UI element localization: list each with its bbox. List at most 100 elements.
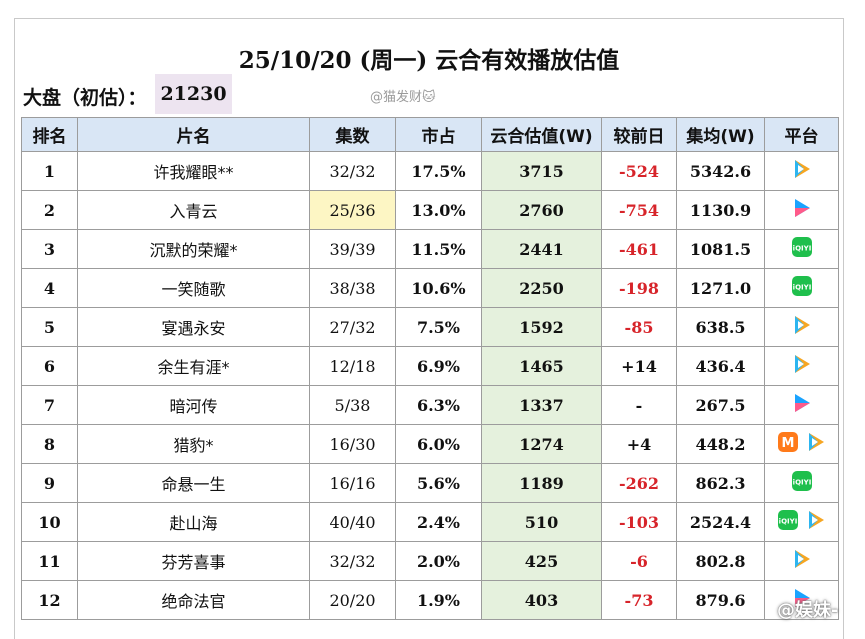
cell-title: 绝命法官 (77, 580, 310, 620)
youku-icon (791, 392, 813, 414)
cell-episodes: 5/38 (309, 385, 396, 425)
cell-platform (764, 541, 839, 581)
mango-tv-icon: M (777, 431, 799, 453)
cell-estimate: 403 (481, 580, 602, 620)
watermark: @猫发财🐱 (370, 90, 436, 105)
cell-change: -461 (601, 229, 677, 269)
column-header-estimate: 云合估值(W) (481, 117, 602, 152)
cell-change: -754 (601, 190, 677, 230)
column-header-name: 片名 (77, 117, 310, 152)
svg-text:iQIYI: iQIYI (792, 479, 811, 487)
cell-share: 2.0% (395, 541, 482, 581)
weibo-watermark: @娱妹- (777, 600, 839, 621)
iqiyi-icon: iQIYI (777, 509, 799, 531)
column-header-share: 市占 (395, 117, 482, 152)
cell-episodes: 25/36 (309, 190, 396, 230)
svg-text:iQIYI: iQIYI (792, 245, 811, 253)
cell-change: -103 (601, 502, 677, 542)
cell-platform (764, 190, 839, 230)
cell-change: -73 (601, 580, 677, 620)
ratings-table: 排名 片名 集数 市占 云合估值(W) 较前日 集均(W) 平台 1 许我耀眼**… (21, 117, 839, 620)
cell-episodes: 16/16 (309, 463, 396, 503)
cell-change: +14 (601, 346, 677, 386)
cell-title: 一笑随歌 (77, 268, 310, 308)
table-row: 2 入青云 25/36 13.0% 2760 -754 1130.9 (21, 190, 839, 230)
svg-text:iQIYI: iQIYI (778, 518, 797, 526)
cell-share: 6.9% (395, 346, 482, 386)
cell-change: -524 (601, 151, 677, 191)
cell-rank: 8 (21, 424, 78, 464)
cell-estimate: 1465 (481, 346, 602, 386)
cell-change: +4 (601, 424, 677, 464)
column-header-change: 较前日 (601, 117, 677, 152)
cell-estimate: 3715 (481, 151, 602, 191)
cell-platform (764, 580, 839, 620)
table-row: 11 芬芳喜事 32/32 2.0% 425 -6 802.8 (21, 541, 839, 581)
cell-estimate: 1592 (481, 307, 602, 347)
cell-title: 暗河传 (77, 385, 310, 425)
svg-text:M: M (781, 436, 794, 451)
cell-estimate: 1274 (481, 424, 602, 464)
cell-title: 宴遇永安 (77, 307, 310, 347)
cell-title: 沉默的荣耀* (77, 229, 310, 269)
tencent-video-icon (791, 548, 813, 570)
cell-estimate: 2441 (481, 229, 602, 269)
cell-change: -6 (601, 541, 677, 581)
cell-estimate: 2250 (481, 268, 602, 308)
cell-average: 638.5 (676, 307, 765, 347)
cell-episodes: 12/18 (309, 346, 396, 386)
cell-platform (764, 346, 839, 386)
cell-rank: 12 (21, 580, 78, 620)
cell-platform (764, 307, 839, 347)
table-row: 6 余生有涯* 12/18 6.9% 1465 +14 436.4 (21, 346, 839, 386)
table-row: 7 暗河传 5/38 6.3% 1337-267.5 (21, 385, 839, 425)
cell-episodes: 38/38 (309, 268, 396, 308)
cell-estimate: 1189 (481, 463, 602, 503)
cell-share: 6.3% (395, 385, 482, 425)
cell-episodes: 32/32 (309, 541, 396, 581)
youku-icon (791, 197, 813, 219)
cell-platform (764, 385, 839, 425)
summary-value: 21230 (155, 74, 232, 114)
cell-estimate: 425 (481, 541, 602, 581)
cell-episodes: 16/30 (309, 424, 396, 464)
cell-rank: 11 (21, 541, 78, 581)
cell-rank: 10 (21, 502, 78, 542)
tencent-video-icon (791, 158, 813, 180)
cell-share: 13.0% (395, 190, 482, 230)
cell-change: -85 (601, 307, 677, 347)
iqiyi-icon: iQIYI (791, 275, 813, 297)
cell-share: 5.6% (395, 463, 482, 503)
cell-change: -198 (601, 268, 677, 308)
cell-average: 879.6 (676, 580, 765, 620)
table-row: 3 沉默的荣耀* 39/39 11.5% 2441 -461 1081.5 iQIYI (21, 229, 839, 269)
tencent-video-icon (791, 353, 813, 375)
cell-rank: 5 (21, 307, 78, 347)
cell-estimate: 1337 (481, 385, 602, 425)
cell-rank: 9 (21, 463, 78, 503)
cell-platform: M (764, 424, 839, 464)
cell-estimate: 2760 (481, 190, 602, 230)
cell-rank: 4 (21, 268, 78, 308)
cell-estimate: 510 (481, 502, 602, 542)
cell-platform: iQIYI (764, 229, 839, 269)
tencent-video-icon (805, 509, 827, 531)
cell-title: 余生有涯* (77, 346, 310, 386)
cell-average: 802.8 (676, 541, 765, 581)
cell-change: -262 (601, 463, 677, 503)
cell-platform: iQIYI (764, 502, 839, 542)
cell-title: 芬芳喜事 (77, 541, 310, 581)
cell-rank: 6 (21, 346, 78, 386)
column-header-average: 集均(W) (676, 117, 765, 152)
cell-episodes: 27/32 (309, 307, 396, 347)
cell-title: 命悬一生 (77, 463, 310, 503)
column-header-rank: 排名 (21, 117, 78, 152)
table-header-row: 排名 片名 集数 市占 云合估值(W) 较前日 集均(W) 平台 (21, 117, 839, 152)
cell-average: 1271.0 (676, 268, 765, 308)
page-title: 25/10/20 (周一) 云合有效播放估值 (238, 47, 620, 74)
cell-average: 448.2 (676, 424, 765, 464)
cell-share: 11.5% (395, 229, 482, 269)
cell-share: 6.0% (395, 424, 482, 464)
cell-rank: 1 (21, 151, 78, 191)
table-row: 9 命悬一生 16/16 5.6% 1189 -262 862.3 iQIYI (21, 463, 839, 503)
